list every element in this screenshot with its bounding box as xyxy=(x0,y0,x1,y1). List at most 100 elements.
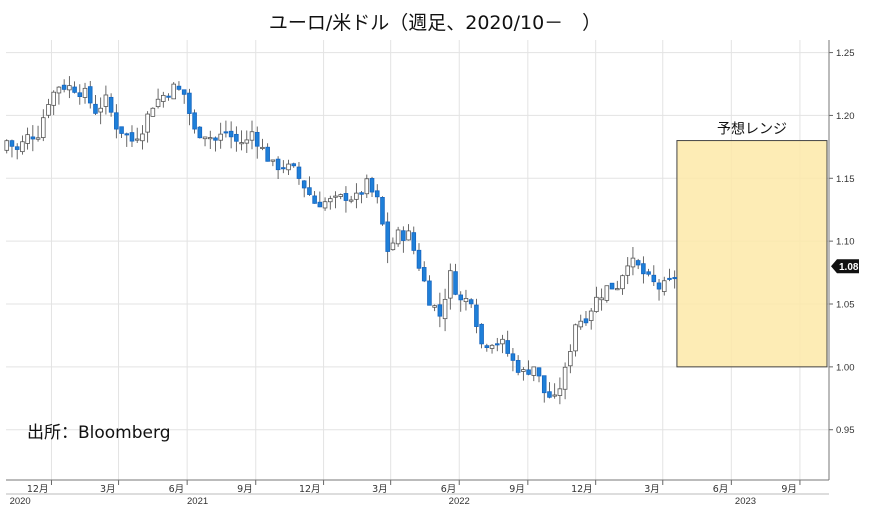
candle xyxy=(20,135,25,155)
candle-body xyxy=(192,112,197,130)
candle-body xyxy=(541,375,547,394)
current-price-tag: 1.08 xyxy=(831,259,859,274)
candle xyxy=(129,125,135,148)
candle-body xyxy=(301,180,307,189)
candle-body xyxy=(87,86,93,104)
candle xyxy=(30,125,36,152)
candle-body xyxy=(479,323,484,345)
candle-body xyxy=(296,166,302,179)
candle xyxy=(239,130,244,151)
candle xyxy=(301,180,307,198)
candle-body xyxy=(265,146,270,162)
candle xyxy=(51,90,56,116)
candle-body xyxy=(333,195,338,198)
candle xyxy=(531,366,537,382)
candle xyxy=(364,174,370,198)
candle xyxy=(552,383,557,399)
candle xyxy=(620,274,625,295)
candle xyxy=(260,138,265,151)
candle xyxy=(458,291,464,312)
candle-body xyxy=(134,138,140,141)
candle-body xyxy=(166,95,171,98)
candle-body xyxy=(620,275,625,290)
candle-body xyxy=(364,178,370,195)
x-tick-label: 12月 xyxy=(571,484,593,495)
candle-body xyxy=(145,113,150,133)
candle xyxy=(651,265,657,286)
candle xyxy=(401,226,406,253)
candle xyxy=(515,355,521,376)
candle-body xyxy=(406,230,411,241)
candle xyxy=(547,382,552,399)
candle-body xyxy=(494,343,500,346)
candle-body xyxy=(307,187,312,195)
y-tick-label: 1.00 xyxy=(836,362,855,373)
candle-body xyxy=(119,126,124,134)
candle xyxy=(155,88,161,109)
candle-body xyxy=(202,136,208,140)
candle xyxy=(432,304,437,312)
candle xyxy=(521,367,526,381)
y-tick-label: 1.25 xyxy=(836,48,855,59)
candle xyxy=(484,343,490,352)
candle-body xyxy=(56,86,62,94)
candle xyxy=(526,360,531,376)
candle xyxy=(474,298,479,334)
candle-body xyxy=(385,221,390,252)
candle xyxy=(348,195,354,204)
candle xyxy=(46,98,51,119)
candle-body xyxy=(155,98,161,108)
candle-body xyxy=(124,133,130,136)
candle xyxy=(291,162,297,168)
y-tick-label: 1.20 xyxy=(836,111,855,122)
candle xyxy=(338,193,343,200)
candle xyxy=(442,288,448,332)
candle-body xyxy=(427,280,432,306)
x-tick-label: 3月 xyxy=(100,484,116,495)
candle-body xyxy=(474,304,479,327)
candle xyxy=(244,130,250,153)
candle-body xyxy=(228,130,234,138)
candle xyxy=(254,126,260,159)
x-tick-label: 9月 xyxy=(237,484,253,495)
forecast-range: 予想レンジ xyxy=(676,122,828,368)
year-label: 2023 xyxy=(735,496,756,507)
candle xyxy=(140,125,145,150)
candle xyxy=(202,136,208,147)
candle xyxy=(98,97,103,125)
candle xyxy=(223,120,229,138)
candle xyxy=(275,156,281,179)
x-tick-label: 12月 xyxy=(299,484,321,495)
candle-body xyxy=(14,146,20,150)
candle xyxy=(72,81,77,94)
candle-body xyxy=(176,85,182,90)
candle xyxy=(615,280,620,291)
y-tick-label: 1.10 xyxy=(836,237,855,248)
candle xyxy=(67,76,72,99)
candle xyxy=(374,184,380,204)
candle xyxy=(641,256,646,284)
candle-body xyxy=(395,229,401,245)
candle-body xyxy=(437,304,443,317)
candle-body xyxy=(270,159,276,162)
candle xyxy=(635,258,641,270)
candle xyxy=(166,93,171,101)
candle xyxy=(124,132,130,147)
candles xyxy=(4,76,677,405)
candle-body xyxy=(218,133,223,141)
candle xyxy=(56,86,62,105)
candle xyxy=(369,176,375,197)
candle-body xyxy=(547,391,552,398)
candle xyxy=(536,367,542,383)
candle xyxy=(9,139,15,158)
candle xyxy=(448,263,453,310)
candle-body xyxy=(380,196,385,225)
candle xyxy=(61,79,67,93)
candle-body xyxy=(161,94,166,102)
source-note: 出所：Bloomberg xyxy=(27,423,170,443)
candle xyxy=(479,323,484,349)
candle-body xyxy=(615,288,620,291)
candle xyxy=(594,286,599,313)
candle-body xyxy=(20,141,25,153)
